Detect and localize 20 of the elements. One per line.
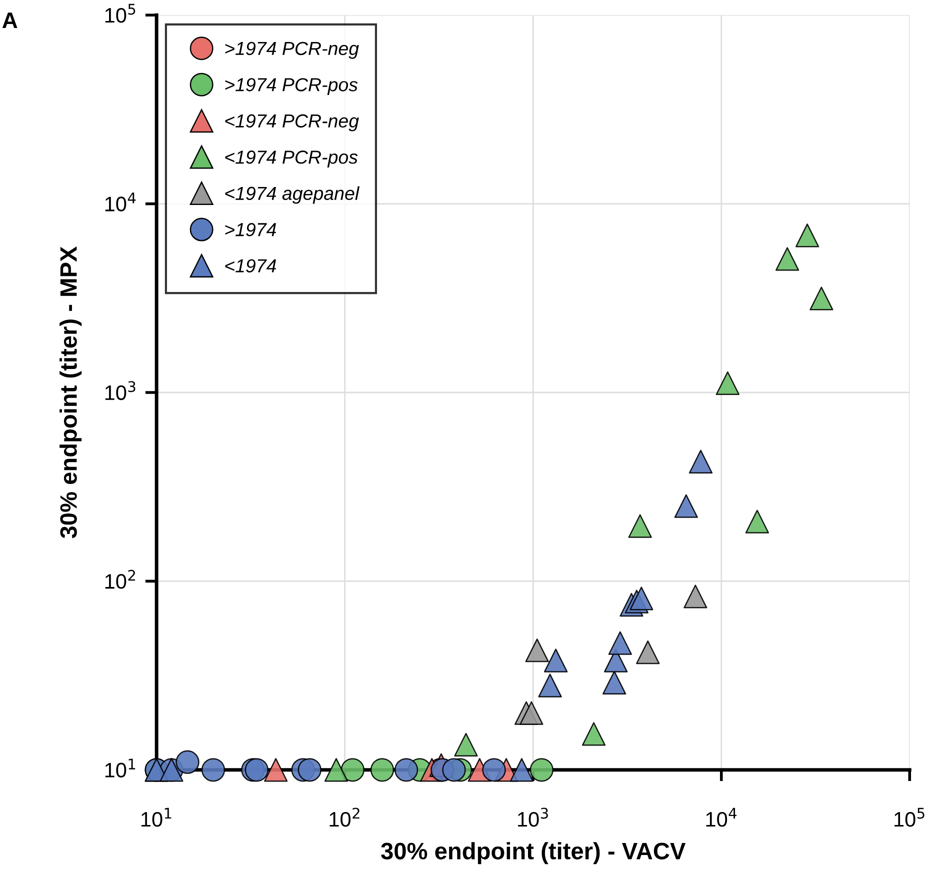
- y-axis-title: 30% endpoint (titer) - MPX: [60, 246, 82, 538]
- text: A: [2, 12, 18, 28]
- x-tick-label: 10$^{4}$: [706, 808, 737, 827]
- x-tick-label: 10$^{3}$: [518, 808, 548, 827]
- y-tick-label: 10$^{1}$: [105, 758, 136, 778]
- legend-label: >1974: [225, 222, 276, 236]
- legend-label: >1974 PCR-pos: [225, 78, 358, 96]
- x-axis-title: 30% endpoint (titer) - VACV: [381, 842, 686, 864]
- legend-label: >1974 PCR-neg: [225, 42, 359, 59]
- y-tick-label: 10$^{5}$: [105, 4, 136, 23]
- y-tick-label: 10$^{3}$: [105, 381, 136, 400]
- y-tick-label: 10$^{2}$: [105, 570, 135, 589]
- y-tick-label: 10$^{4}$: [105, 192, 136, 212]
- x-tick-label: 10$^{5}$: [894, 808, 924, 827]
- legend-label: <1974 PCR-neg: [225, 114, 359, 132]
- legend-label: <1974: [225, 259, 276, 272]
- x-tick-label: 10$^{2}$: [330, 808, 360, 827]
- legend-label: <1974 agepanel: [225, 186, 360, 204]
- legend-label: <1974 PCR-pos: [225, 150, 358, 168]
- x-tick-label: 10$^{1}$: [142, 808, 172, 827]
